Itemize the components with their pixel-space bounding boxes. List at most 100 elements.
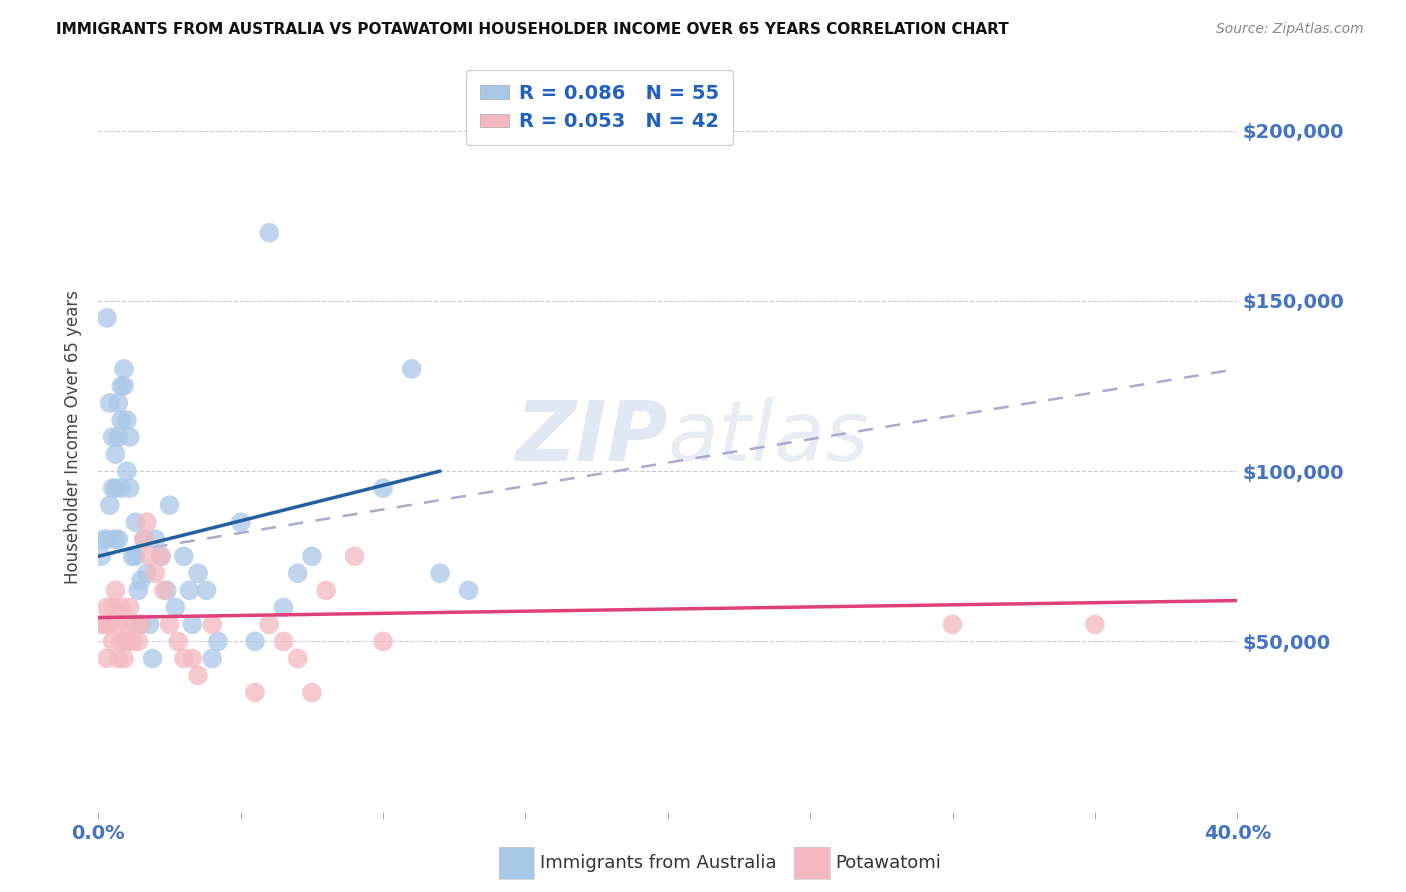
Point [181,651,204,665]
Point [90,549,112,564]
Point [124,617,146,632]
Point [181,617,204,632]
Point [145,533,167,547]
Point [273,634,295,648]
Point [121,634,143,648]
Point [93,617,115,632]
Point [159,498,181,512]
Text: ZIP: ZIP [515,397,668,477]
Point [101,634,124,648]
Point [187,566,209,581]
Point [132,533,155,547]
Point [90,617,112,632]
Point [145,566,167,581]
Point [107,430,129,444]
Point [243,685,266,699]
Point [104,533,127,547]
Point [173,651,195,665]
Point [315,583,337,598]
Point [343,549,366,564]
Point [98,396,121,410]
Point [129,573,152,587]
Point [115,413,138,427]
Point [132,533,155,547]
Point [101,430,124,444]
Point [273,600,295,615]
Point [287,651,309,665]
Point [118,481,141,495]
Text: atlas: atlas [668,397,869,477]
Point [287,566,309,581]
Point [96,533,118,547]
Point [115,464,138,478]
Point [115,617,138,632]
Point [118,600,141,615]
Text: IMMIGRANTS FROM AUSTRALIA VS POTAWATOMI HOUSEHOLDER INCOME OVER 65 YEARS CORRELA: IMMIGRANTS FROM AUSTRALIA VS POTAWATOMI … [56,22,1010,37]
Point [135,515,157,529]
Point [179,583,201,598]
Point [301,549,323,564]
Point [942,617,965,632]
Point [107,533,129,547]
Point [150,549,173,564]
Point [229,515,252,529]
Point [173,549,195,564]
Point [112,362,135,376]
Point [135,566,157,581]
Point [115,634,138,648]
Point [96,651,118,665]
Point [110,634,132,648]
Point [107,651,129,665]
Point [150,549,173,564]
Text: Potawatomi: Potawatomi [835,854,941,871]
Point [195,583,218,598]
Point [101,481,124,495]
Point [243,634,266,648]
Point [104,481,127,495]
Point [207,634,229,648]
Point [373,481,395,495]
Point [429,566,451,581]
Point [259,226,281,240]
Point [127,634,149,648]
Point [98,617,121,632]
Point [112,379,135,393]
Text: Immigrants from Australia: Immigrants from Australia [540,854,776,871]
Point [104,583,127,598]
Point [153,583,176,598]
Point [129,617,152,632]
Point [1084,617,1107,632]
Point [96,310,118,325]
Point [138,549,160,564]
Point [104,447,127,461]
Point [98,498,121,512]
Point [259,617,281,632]
Point [187,668,209,682]
Point [107,617,129,632]
Point [124,515,146,529]
Point [96,600,118,615]
Point [107,396,129,410]
Point [159,617,181,632]
Point [165,600,187,615]
Point [127,583,149,598]
Y-axis label: Householder Income Over 65 years: Householder Income Over 65 years [65,290,83,584]
Point [124,549,146,564]
Point [156,583,179,598]
Point [110,413,132,427]
Point [112,651,135,665]
Legend: R = 0.086   N = 55, R = 0.053   N = 42: R = 0.086 N = 55, R = 0.053 N = 42 [467,70,733,145]
Point [457,583,479,598]
Point [401,362,423,376]
Point [301,685,323,699]
Point [93,533,115,547]
Point [167,634,190,648]
Point [110,481,132,495]
Point [110,600,132,615]
Point [129,617,152,632]
Point [201,617,224,632]
Text: Source: ZipAtlas.com: Source: ZipAtlas.com [1216,22,1364,37]
Point [118,430,141,444]
Point [110,379,132,393]
Point [373,634,395,648]
